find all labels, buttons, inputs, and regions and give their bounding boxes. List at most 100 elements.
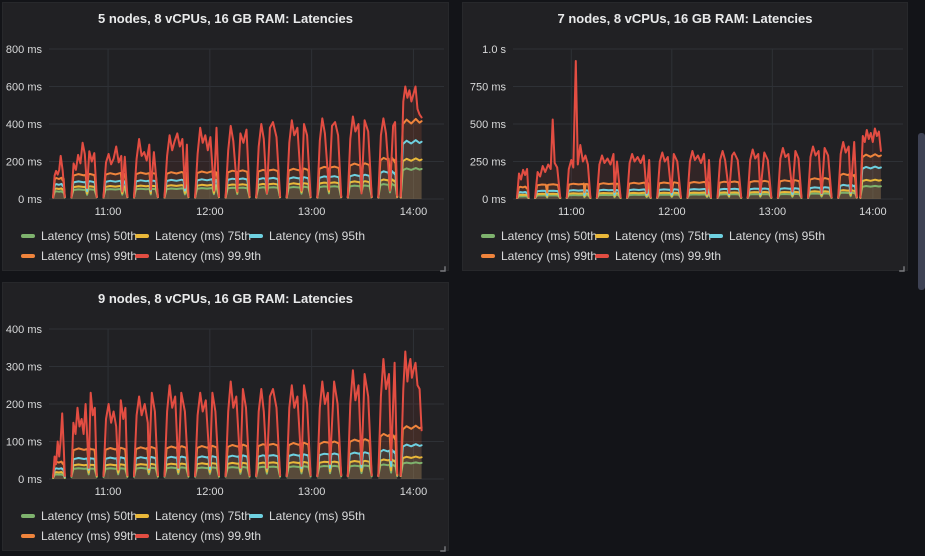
series-color-swatch xyxy=(21,233,35,238)
legend: Latency (ms) 50th Latency (ms) 75th Latenc… xyxy=(21,227,365,264)
panel-5-nodes-latencies: 0 ms 200 ms 400 ms 600 ms 800 ms 11:00 12:00 13… xyxy=(2,2,450,272)
legend-label: Latency (ms) 50th xyxy=(501,228,598,243)
series-color-swatch xyxy=(135,253,149,258)
series-color-swatch xyxy=(481,253,495,258)
panel-resize-handle[interactable] xyxy=(437,539,446,552)
legend-label: Latency (ms) 99.9th xyxy=(155,248,262,263)
y-tick-label: 800 ms xyxy=(6,44,43,56)
series-layer xyxy=(52,350,423,479)
axis-labels: 0 ms 100 ms 200 ms 300 ms 400 ms 11:00 12:00 13… xyxy=(6,324,427,498)
series-line-p999 xyxy=(52,85,423,199)
legend-label: Latency (ms) 95th xyxy=(729,228,826,243)
legend-label: Latency (ms) 99.9th xyxy=(155,528,262,543)
legend-item-p75[interactable]: Latency (ms) 75th xyxy=(135,227,252,244)
x-tick-label: 11:00 xyxy=(558,206,585,218)
legend-item-p999[interactable]: Latency (ms) 99.9th xyxy=(595,247,721,264)
legend-item-p50[interactable]: Latency (ms) 50th xyxy=(21,507,138,524)
legend-item-p95[interactable]: Latency (ms) 95th xyxy=(249,227,365,244)
panel-title[interactable]: 7 nodes, 8 vCPUs, 16 GB RAM: Latencies xyxy=(557,11,813,26)
panel-9-nodes-latencies: 0 ms 100 ms 200 ms 300 ms 400 ms 11:00 12:00 13… xyxy=(2,282,450,552)
legend-label: Latency (ms) 99th xyxy=(41,248,138,263)
legend: Latency (ms) 50th Latency (ms) 75th Latenc… xyxy=(481,227,825,264)
x-tick-label: 13:00 xyxy=(298,206,326,218)
series-color-swatch xyxy=(21,533,35,538)
x-tick-label: 11:00 xyxy=(95,206,122,218)
series-line-p999 xyxy=(52,350,423,479)
series-color-swatch xyxy=(595,233,609,238)
series-color-swatch xyxy=(21,253,35,258)
panel-7-nodes-latencies: 0 ms 250 ms 500 ms 750 ms 1.0 s 11:00 12:00 13:… xyxy=(462,2,909,272)
legend-item-p50[interactable]: Latency (ms) 50th xyxy=(21,227,138,244)
legend-item-p99[interactable]: Latency (ms) 99th xyxy=(21,527,138,544)
y-tick-label: 500 ms xyxy=(470,119,507,131)
legend-label: Latency (ms) 50th xyxy=(41,508,138,523)
y-tick-label: 1.0 s xyxy=(482,44,506,56)
legend: Latency (ms) 50th Latency (ms) 75th Latenc… xyxy=(21,507,365,544)
legend-label: Latency (ms) 75th xyxy=(615,228,712,243)
x-tick-label: 14:00 xyxy=(400,206,428,218)
legend-item-p75[interactable]: Latency (ms) 75th xyxy=(135,507,252,524)
legend-label: Latency (ms) 75th xyxy=(155,228,252,243)
y-tick-label: 0 ms xyxy=(482,194,506,206)
x-tick-label: 12:00 xyxy=(196,486,224,498)
legend-item-p99[interactable]: Latency (ms) 99th xyxy=(481,247,598,264)
y-tick-label: 200 ms xyxy=(6,157,43,169)
panel-title[interactable]: 5 nodes, 8 vCPUs, 16 GB RAM: Latencies xyxy=(97,11,354,26)
series-color-swatch xyxy=(135,533,149,538)
series-color-swatch xyxy=(135,513,149,518)
x-tick-label: 14:00 xyxy=(859,206,887,218)
series-color-swatch xyxy=(21,513,35,518)
x-tick-label: 13:00 xyxy=(759,206,787,218)
x-tick-label: 14:00 xyxy=(400,486,428,498)
series-color-swatch xyxy=(709,233,723,238)
axis-labels: 0 ms 200 ms 400 ms 600 ms 800 ms 11:00 12:00 13… xyxy=(6,44,427,218)
grid xyxy=(49,48,444,200)
grid xyxy=(49,328,444,480)
y-tick-label: 100 ms xyxy=(6,437,43,449)
panel-resize-handle[interactable] xyxy=(896,259,905,272)
y-tick-label: 250 ms xyxy=(470,157,507,169)
series-color-swatch xyxy=(135,233,149,238)
legend-item-p95[interactable]: Latency (ms) 95th xyxy=(709,227,825,244)
legend-label: Latency (ms) 99th xyxy=(501,248,598,263)
x-tick-label: 13:00 xyxy=(298,486,326,498)
legend-label: Latency (ms) 75th xyxy=(155,508,252,523)
latency-chart-5-nodes[interactable]: 0 ms 200 ms 400 ms 600 ms 800 ms 11:00 12:00 13… xyxy=(3,3,450,272)
series-line-p999 xyxy=(516,60,882,199)
legend-item-p999[interactable]: Latency (ms) 99.9th xyxy=(135,527,261,544)
y-tick-label: 400 ms xyxy=(6,324,43,336)
y-tick-label: 0 ms xyxy=(18,194,42,206)
legend-item-p999[interactable]: Latency (ms) 99.9th xyxy=(135,247,261,264)
legend-label: Latency (ms) 95th xyxy=(269,228,366,243)
legend-item-p95[interactable]: Latency (ms) 95th xyxy=(249,507,365,524)
y-tick-label: 400 ms xyxy=(6,119,43,131)
y-tick-label: 600 ms xyxy=(6,82,43,94)
legend-label: Latency (ms) 50th xyxy=(41,228,138,243)
axis-labels: 0 ms 250 ms 500 ms 750 ms 1.0 s 11:00 12:00 13:… xyxy=(470,44,887,218)
y-tick-label: 200 ms xyxy=(6,399,43,411)
latency-chart-9-nodes[interactable]: 0 ms 100 ms 200 ms 300 ms 400 ms 11:00 12:00 13… xyxy=(3,283,450,552)
x-tick-label: 12:00 xyxy=(196,206,224,218)
panel-title[interactable]: 9 nodes, 8 vCPUs, 16 GB RAM: Latencies xyxy=(97,291,354,306)
x-tick-label: 11:00 xyxy=(95,486,122,498)
series-fill-p50 xyxy=(53,462,422,479)
legend-label: Latency (ms) 99.9th xyxy=(615,248,722,263)
latency-chart-7-nodes[interactable]: 0 ms 250 ms 500 ms 750 ms 1.0 s 11:00 12:00 13:… xyxy=(463,3,909,272)
panel-resize-handle[interactable] xyxy=(437,259,446,272)
scrollbar-thumb[interactable] xyxy=(918,133,925,290)
series-color-swatch xyxy=(481,233,495,238)
series-color-swatch xyxy=(249,513,263,518)
series-layer xyxy=(52,85,423,199)
legend-item-p99[interactable]: Latency (ms) 99th xyxy=(21,247,138,264)
legend-label: Latency (ms) 95th xyxy=(269,508,366,523)
series-layer xyxy=(516,60,882,199)
legend-item-p75[interactable]: Latency (ms) 75th xyxy=(595,227,712,244)
x-tick-label: 12:00 xyxy=(658,206,686,218)
y-tick-label: 300 ms xyxy=(6,362,43,374)
legend-label: Latency (ms) 99th xyxy=(41,528,138,543)
series-color-swatch xyxy=(595,253,609,258)
y-tick-label: 0 ms xyxy=(18,474,42,486)
legend-item-p50[interactable]: Latency (ms) 50th xyxy=(481,227,598,244)
series-color-swatch xyxy=(249,233,263,238)
